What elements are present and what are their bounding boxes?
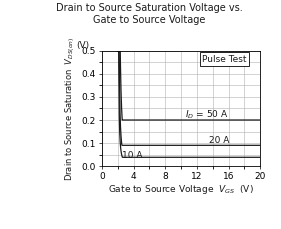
Text: 20 A: 20 A xyxy=(209,136,229,145)
Text: $I_D$ = 50 A: $I_D$ = 50 A xyxy=(185,108,228,120)
Text: Pulse Test: Pulse Test xyxy=(202,55,247,63)
Text: Drain to Source Saturation Voltage vs.: Drain to Source Saturation Voltage vs. xyxy=(56,3,242,14)
X-axis label: Gate to Source Voltage  $V_{GS}$  (V): Gate to Source Voltage $V_{GS}$ (V) xyxy=(108,183,254,196)
Text: (V): (V) xyxy=(76,41,90,50)
Text: Drain to Source Saturation  $V_{DS(on)}$: Drain to Source Saturation $V_{DS(on)}$ xyxy=(64,36,77,181)
Text: Gate to Source Voltage: Gate to Source Voltage xyxy=(93,15,205,25)
Text: 10 A: 10 A xyxy=(122,151,143,160)
